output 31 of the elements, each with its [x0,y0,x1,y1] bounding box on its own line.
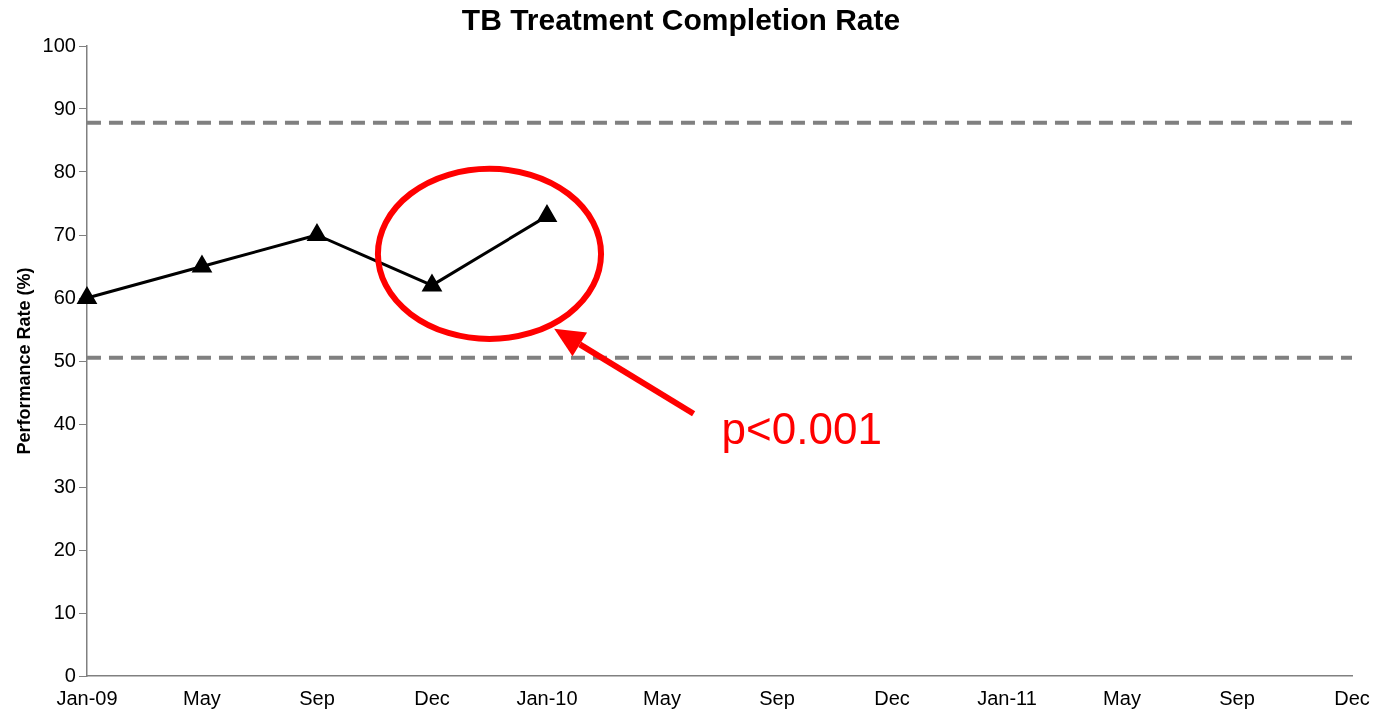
x-tick-label: May [643,686,681,709]
y-tick-label: 0 [64,663,76,686]
chart-title: TB Treatment Completion Rate [461,3,901,37]
y-tick-label: 50 [53,348,76,371]
x-tick-label: Jan-11 [977,686,1037,709]
y-tick-label: 60 [53,285,76,308]
x-tick-label: Dec [874,686,910,709]
point [77,287,97,304]
point [537,205,557,223]
x-tick-label: Sep [759,686,795,709]
y-tick-label: 10 [53,600,76,623]
x-tick-label: Dec [414,686,450,709]
x-tick-label: Sep [299,686,335,709]
x-tick-label: May [1103,686,1141,709]
x-tick-label: May [183,686,221,709]
y-tick-label: 90 [53,96,76,119]
y-tick-label: 100 [42,33,76,56]
point [422,274,442,292]
y-axis-title: Performance Rate (%) [13,267,34,455]
point [192,256,212,273]
point [307,224,327,241]
x-tick-label: Jan-09 [56,686,118,709]
y-tick-label: 30 [53,474,76,497]
y-tick-label: 20 [53,537,76,560]
x-tick-label: Jan-10 [516,686,578,709]
x-tick-label: Dec [1334,686,1370,709]
y-tick-label: 40 [53,411,76,434]
annotation: p<0.001 [721,403,882,454]
y-tick-label: 70 [53,222,76,245]
x-tick-label: Sep [1219,686,1255,709]
y-tick-label: 80 [53,159,76,182]
